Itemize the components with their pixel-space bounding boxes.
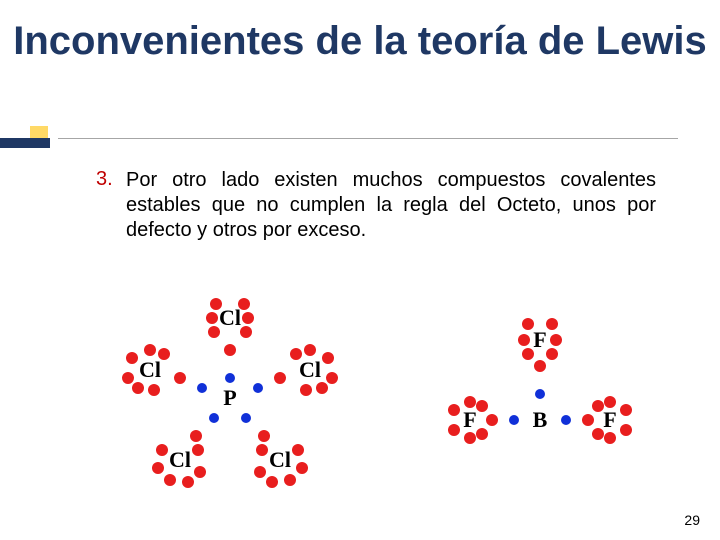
electron-dot-lone: [518, 334, 530, 346]
atom-label-cl: Cl: [269, 447, 291, 473]
electron-dot-lone: [604, 432, 616, 444]
electron-dot-lone: [256, 444, 268, 456]
slide-title: Inconvenientes de la teoría de Lewis: [0, 18, 720, 64]
electron-dot-lone: [258, 430, 270, 442]
electron-dot-lone: [190, 430, 202, 442]
electron-dot-lone: [206, 312, 218, 324]
electron-dot-lone: [122, 372, 134, 384]
electron-dot-lone: [476, 400, 488, 412]
electron-dot-lone: [620, 424, 632, 436]
electron-dot-lone: [126, 352, 138, 364]
electron-dot-lone: [476, 428, 488, 440]
electron-dot-lone: [194, 466, 206, 478]
title-rule: [58, 138, 678, 139]
electron-dot-lone: [326, 372, 338, 384]
electron-dot-lone: [546, 348, 558, 360]
electron-dot-lone: [274, 372, 286, 384]
list-number: 3.: [96, 168, 113, 191]
atom-label-p: P: [223, 385, 236, 411]
atom-label-f: F: [603, 407, 616, 433]
electron-dot-lone: [582, 414, 594, 426]
electron-dot-shared: [209, 413, 219, 423]
electron-dot-shared: [241, 413, 251, 423]
electron-dot-lone: [148, 384, 160, 396]
electron-dot-lone: [486, 414, 498, 426]
electron-dot-lone: [132, 382, 144, 394]
electron-dot-lone: [316, 382, 328, 394]
atom-label-f: F: [463, 407, 476, 433]
atom-label-cl: Cl: [169, 447, 191, 473]
electron-dot-lone: [240, 326, 252, 338]
electron-dot-lone: [156, 444, 168, 456]
electron-dot-lone: [322, 352, 334, 364]
electron-dot-shared: [197, 383, 207, 393]
electron-dot-lone: [292, 444, 304, 456]
atom-label-cl: Cl: [219, 305, 241, 331]
electron-dot-lone: [174, 372, 186, 384]
atom-label-b: B: [533, 407, 548, 433]
electron-dot-shared: [535, 389, 545, 399]
electron-dot-lone: [620, 404, 632, 416]
molecule-pcl5: PClClClClCl: [110, 300, 111, 301]
electron-dot-lone: [296, 462, 308, 474]
body-paragraph: Por otro lado existen muchos compuestos …: [126, 168, 656, 243]
electron-dot-lone: [300, 384, 312, 396]
electron-dot-lone: [224, 344, 236, 356]
electron-dot-lone: [304, 344, 316, 356]
slide-accent: [0, 126, 60, 156]
diagram-area: PClClClClCl BFFF: [0, 270, 720, 510]
electron-dot-lone: [550, 334, 562, 346]
electron-dot-lone: [464, 432, 476, 444]
electron-dot-lone: [144, 344, 156, 356]
electron-dot-lone: [192, 444, 204, 456]
electron-dot-shared: [225, 373, 235, 383]
electron-dot-lone: [592, 400, 604, 412]
electron-dot-lone: [254, 466, 266, 478]
electron-dot-lone: [522, 348, 534, 360]
atom-label-f: F: [533, 327, 546, 353]
electron-dot-lone: [182, 476, 194, 488]
electron-dot-shared: [561, 415, 571, 425]
electron-dot-lone: [448, 424, 460, 436]
electron-dot-lone: [152, 462, 164, 474]
electron-dot-lone: [242, 312, 254, 324]
electron-dot-shared: [253, 383, 263, 393]
molecule-bf3: BFFF: [430, 310, 431, 311]
electron-dot-lone: [448, 404, 460, 416]
electron-dot-lone: [266, 476, 278, 488]
electron-dot-shared: [509, 415, 519, 425]
electron-dot-lone: [546, 318, 558, 330]
electron-dot-lone: [522, 318, 534, 330]
electron-dot-lone: [164, 474, 176, 486]
electron-dot-lone: [284, 474, 296, 486]
atom-label-cl: Cl: [139, 357, 161, 383]
electron-dot-lone: [534, 360, 546, 372]
page-number: 29: [684, 512, 700, 528]
electron-dot-lone: [592, 428, 604, 440]
atom-label-cl: Cl: [299, 357, 321, 383]
